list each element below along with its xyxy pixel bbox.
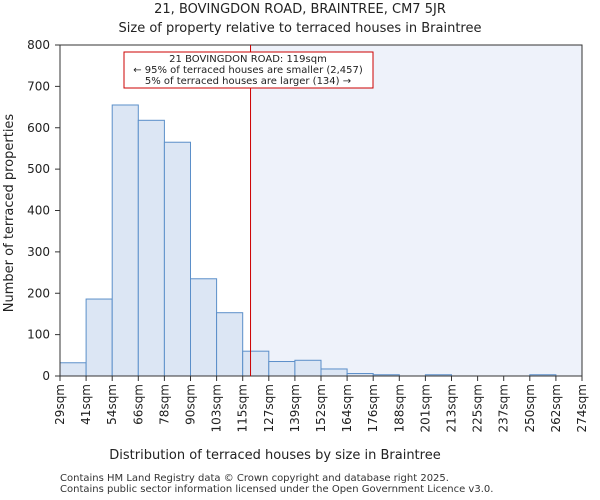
bar-29sqm [59, 362, 87, 377]
x-tick-label: 66sqm [131, 384, 145, 425]
y-tick-label: 400 [27, 204, 50, 218]
x-tick-label: 78sqm [157, 384, 171, 425]
x-tick-label: 115sqm [236, 384, 250, 432]
annotation-box: 21 BOVINGDON ROAD: 119sqm ← 95% of terra… [123, 51, 374, 89]
chart-title-line2: Size of property relative to terraced ho… [119, 21, 482, 36]
annotation-line2: ← 95% of terraced houses are smaller (2,… [133, 65, 363, 76]
x-tick-label: 127sqm [262, 384, 276, 432]
x-tick-label: 176sqm [366, 384, 380, 432]
larger-houses-region [250, 45, 582, 376]
x-tick-label: 250sqm [523, 384, 537, 432]
x-tick-label: 41sqm [79, 384, 93, 425]
x-tick-label: 225sqm [471, 384, 485, 432]
x-tick-label: 237sqm [497, 384, 511, 432]
bar-152sqm [320, 368, 348, 377]
larger-region-layer [250, 45, 582, 376]
bar-41sqm [85, 298, 113, 377]
annotation-line1: 21 BOVINGDON ROAD: 119sqm [169, 54, 327, 65]
footer-line2: Contains public sector information licen… [60, 484, 494, 495]
x-tick-label: 90sqm [184, 384, 198, 425]
bar-78sqm [163, 141, 191, 377]
y-tick-label: 200 [27, 286, 50, 300]
bar-90sqm [190, 278, 218, 377]
bar-127sqm [268, 361, 296, 377]
x-tick-label: 213sqm [445, 384, 459, 432]
bars-layer [59, 104, 557, 377]
bar-54sqm [111, 104, 139, 377]
y-tick-label: 800 [27, 38, 50, 52]
y-tick-label: 300 [27, 245, 50, 259]
x-tick-label: 103sqm [210, 384, 224, 432]
y-tick-label: 700 [27, 79, 50, 93]
y-tick-label: 500 [27, 162, 50, 176]
x-tick-label: 139sqm [288, 384, 302, 432]
bar-66sqm [137, 119, 165, 377]
x-tick-label: 164sqm [340, 384, 354, 432]
chart-title-line1: 21, BOVINGDON ROAD, BRAINTREE, CM7 5JR [154, 2, 446, 17]
x-tick-label: 54sqm [105, 384, 119, 425]
bar-103sqm [216, 312, 244, 377]
x-tick-label: 262sqm [549, 384, 563, 432]
x-axis-label: Distribution of terraced houses by size … [109, 448, 440, 463]
x-tick-label: 188sqm [392, 384, 406, 432]
footer-line1: Contains HM Land Registry data © Crown c… [60, 473, 449, 484]
annotation-border [123, 51, 374, 89]
ticks-layer: 0 100 200 300 400 500 600 700 800 29sqm 41sqm 54sqm… [27, 38, 589, 432]
x-tick-label: 29sqm [53, 384, 67, 425]
annotation-line3: 5% of terraced houses are larger (134) → [145, 76, 351, 87]
x-tick-label: 152sqm [314, 384, 328, 432]
y-tick-label: 0 [42, 369, 50, 383]
y-tick-label: 600 [27, 121, 50, 135]
y-tick-label: 100 [27, 328, 50, 342]
bar-139sqm [294, 359, 322, 377]
y-axis-label: Number of terraced properties [2, 114, 17, 313]
x-tick-label: 201sqm [418, 384, 432, 432]
x-tick-label: 274sqm [575, 384, 589, 432]
bar-115sqm [242, 350, 270, 377]
